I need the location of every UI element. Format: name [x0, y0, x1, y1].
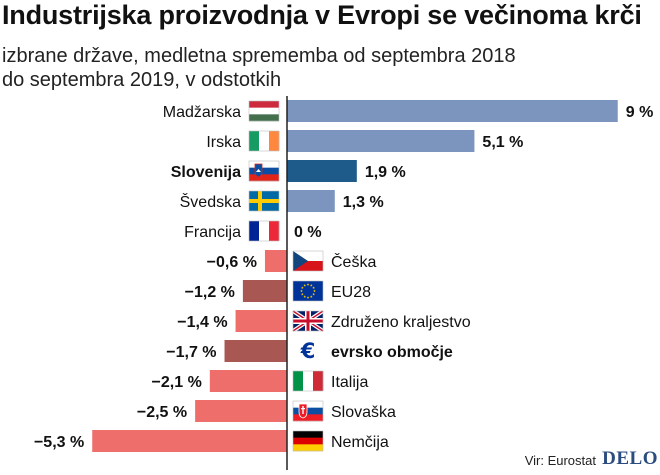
- bar: [287, 130, 475, 152]
- slovakia-flag: [292, 400, 324, 422]
- category-label: Nemčija: [331, 434, 389, 451]
- italy-flag: [292, 370, 324, 392]
- hungary-flag: [248, 100, 280, 122]
- czechia-flag: [292, 250, 324, 272]
- category-label: Švedska: [180, 192, 241, 211]
- value-label: −1,7 %: [166, 344, 216, 361]
- chart-title: Industrijska proizvodnja v Evropi se več…: [2, 0, 642, 30]
- bar: [235, 310, 287, 332]
- value-label: −0,6 %: [207, 254, 257, 271]
- value-label: 5,1 %: [482, 134, 523, 151]
- value-label: 0 %: [294, 224, 322, 241]
- bar: [242, 280, 287, 302]
- category-label: EU28: [331, 284, 371, 301]
- bar: [195, 400, 287, 422]
- category-label: Francija: [184, 224, 241, 241]
- value-label: 1,9 %: [365, 164, 406, 181]
- brand-logo: DELO: [602, 448, 658, 469]
- category-label: Slovenija: [171, 164, 241, 181]
- value-label: 9 %: [626, 104, 654, 121]
- germany-flag: [292, 430, 324, 452]
- subtitle-line-1: izbrane države, medletna sprememba od se…: [2, 45, 516, 67]
- value-label: −1,2 %: [185, 284, 235, 301]
- category-label: Madžarska: [163, 104, 241, 121]
- bar: [287, 190, 335, 212]
- value-label: −1,4 %: [177, 314, 227, 331]
- value-label: −5,3 %: [34, 434, 84, 451]
- euro-symbol: €: [300, 339, 316, 363]
- svg-text:€: €: [300, 339, 316, 363]
- bar: [209, 370, 287, 392]
- value-label: −2,1 %: [152, 374, 202, 391]
- source-note: Vir: Eurostat: [524, 453, 596, 468]
- value-label: −2,5 %: [137, 404, 187, 421]
- sweden-flag: [248, 190, 280, 212]
- chart-subtitle: izbrane države, medletna sprememba od se…: [2, 44, 602, 92]
- bar: [287, 160, 357, 182]
- bar: [287, 100, 618, 122]
- eu-flag: [292, 280, 324, 302]
- category-label: Italija: [331, 374, 368, 391]
- bar: [224, 340, 287, 362]
- ireland-flag: [248, 130, 280, 152]
- france-flag: [248, 220, 280, 242]
- uk-flag: [291, 309, 325, 333]
- category-label: Slovaška: [331, 404, 396, 421]
- category-label: Irska: [206, 134, 241, 151]
- subtitle-line-2: do septembra 2019, v odstotkih: [2, 69, 282, 91]
- category-label: Združeno kraljestvo: [331, 314, 471, 331]
- category-label: evrsko območje: [331, 344, 453, 361]
- bar: [92, 430, 287, 452]
- bar: [264, 250, 287, 272]
- slovenia-flag: [248, 160, 280, 182]
- category-label: Češka: [331, 252, 376, 271]
- value-label: 1,3 %: [343, 194, 384, 211]
